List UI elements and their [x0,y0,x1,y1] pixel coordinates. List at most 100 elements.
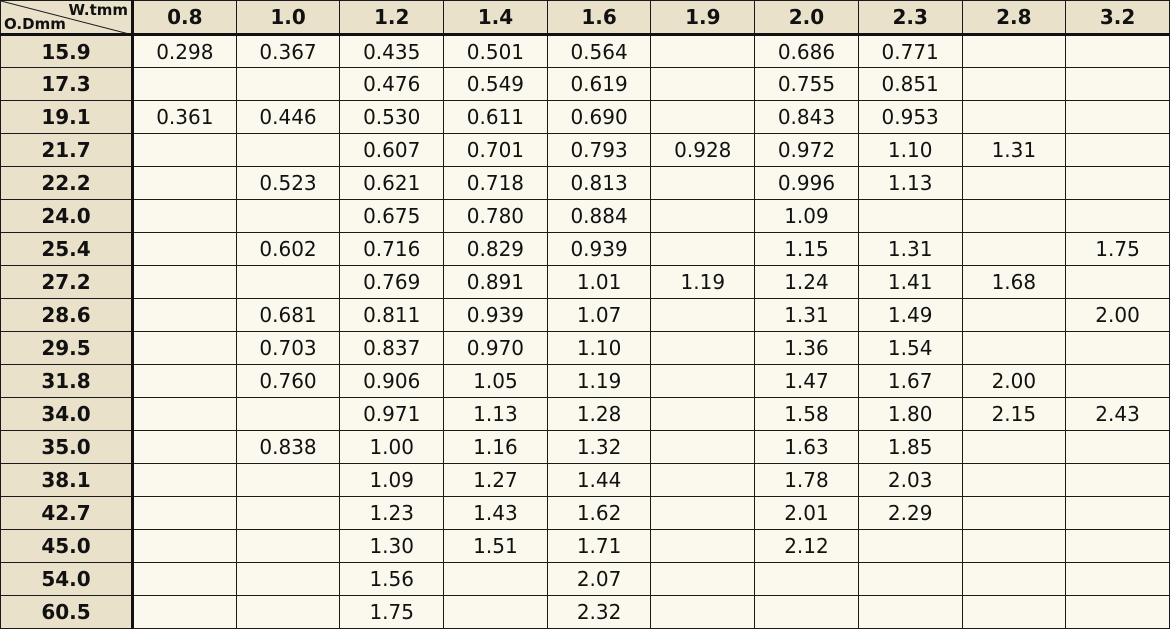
table-row: 38.1 1.09 1.27 1.44 1.78 2.03 [0,463,1170,497]
table-cell [1065,463,1170,497]
table-row: 27.2 0.769 0.891 1.01 1.19 1.24 1.41 1.68 [0,265,1170,299]
table-cell [132,133,237,167]
table-cell: 1.19 [650,265,756,299]
table-cell [650,232,756,266]
table-cell [961,331,1067,365]
table-cell: 1.63 [754,430,859,464]
table-cell: 1.15 [754,232,859,266]
table-cell [1065,529,1170,563]
table-cell: 1.23 [339,496,445,530]
corner-cell: W.tmm O.Dmm [0,0,134,36]
table-cell: 0.523 [235,166,341,200]
table-cell: 0.435 [339,34,445,68]
table-cell: 0.939 [546,232,652,266]
column-header: 1.0 [235,0,341,36]
table-cell [132,397,237,431]
table-cell: 1.54 [857,331,963,365]
table-cell [235,67,341,101]
table-cell [961,34,1067,68]
row-header: 35.0 [0,430,134,464]
table-cell [235,463,341,497]
table-cell: 0.681 [235,298,341,332]
table-cell: 1.13 [857,166,963,200]
table-cell: 1.75 [1065,232,1170,266]
table-cell: 0.530 [339,100,445,134]
table-cell: 2.07 [546,562,652,596]
table-cell: 0.690 [546,100,652,134]
table-cell: 1.19 [546,364,652,398]
table-cell: 1.28 [546,397,652,431]
table-cell: 1.31 [961,133,1067,167]
table-cell: 0.953 [857,100,963,134]
table-cell [650,331,756,365]
table-cell: 1.41 [857,265,963,299]
table-cell: 1.10 [857,133,963,167]
table-cell: 0.793 [546,133,652,167]
table-cell: 1.32 [546,430,652,464]
table-cell: 0.811 [339,298,445,332]
row-header: 42.7 [0,496,134,530]
table-cell [132,199,237,233]
table-cell: 0.939 [443,298,548,332]
table-cell [1065,67,1170,101]
table-cell [650,100,756,134]
table-cell: 1.62 [546,496,652,530]
table-cell: 0.771 [857,34,963,68]
column-header: 3.2 [1065,0,1170,36]
table-cell: 2.12 [754,529,859,563]
table-cell [1065,430,1170,464]
table-cell: 1.58 [754,397,859,431]
row-header: 27.2 [0,265,134,299]
table-body: 15.9 0.298 0.367 0.435 0.501 0.564 0.686 0.771 1… [0,34,1170,629]
column-header: 2.8 [961,0,1067,36]
table-cell [132,595,237,629]
table-cell [650,496,756,530]
table-cell: 0.755 [754,67,859,101]
table-cell [961,67,1067,101]
row-axis-label: O.Dmm [4,15,66,33]
table-cell [235,595,341,629]
table-cell [650,298,756,332]
table-cell: 0.564 [546,34,652,68]
table-cell: 1.68 [961,265,1067,299]
table-row: 29.5 0.703 0.837 0.970 1.10 1.36 1.54 [0,331,1170,365]
table-cell: 0.891 [443,265,548,299]
column-axis-label: W.tmm [68,1,128,19]
table-cell [235,265,341,299]
table-cell [235,496,341,530]
table-cell: 1.31 [857,232,963,266]
table-cell [961,463,1067,497]
table-cell [132,463,237,497]
table-cell: 0.851 [857,67,963,101]
table-cell: 0.718 [443,166,548,200]
table-cell: 0.971 [339,397,445,431]
table-cell [961,100,1067,134]
column-header: 0.8 [132,0,237,36]
table-row: 25.4 0.602 0.716 0.829 0.939 1.15 1.31 1.75 [0,232,1170,266]
row-header: 28.6 [0,298,134,332]
table-cell [1065,199,1170,233]
table-cell [132,298,237,332]
table-cell: 2.01 [754,496,859,530]
table-cell: 1.00 [339,430,445,464]
table-cell [650,529,756,563]
table-cell [650,67,756,101]
table-cell [235,133,341,167]
table-cell: 0.501 [443,34,548,68]
table-row: 54.0 1.56 2.07 [0,562,1170,596]
table-cell: 0.675 [339,199,445,233]
table-cell: 0.769 [339,265,445,299]
table-cell: 0.621 [339,166,445,200]
table-cell: 1.01 [546,265,652,299]
table-cell [132,496,237,530]
table-cell [1065,100,1170,134]
table-cell: 0.928 [650,133,756,167]
table-row: 60.5 1.75 2.32 [0,595,1170,629]
table-cell [857,529,963,563]
table-cell: 1.51 [443,529,548,563]
column-header: 2.3 [857,0,963,36]
row-header: 17.3 [0,67,134,101]
table-cell: 0.686 [754,34,859,68]
table-cell: 1.27 [443,463,548,497]
